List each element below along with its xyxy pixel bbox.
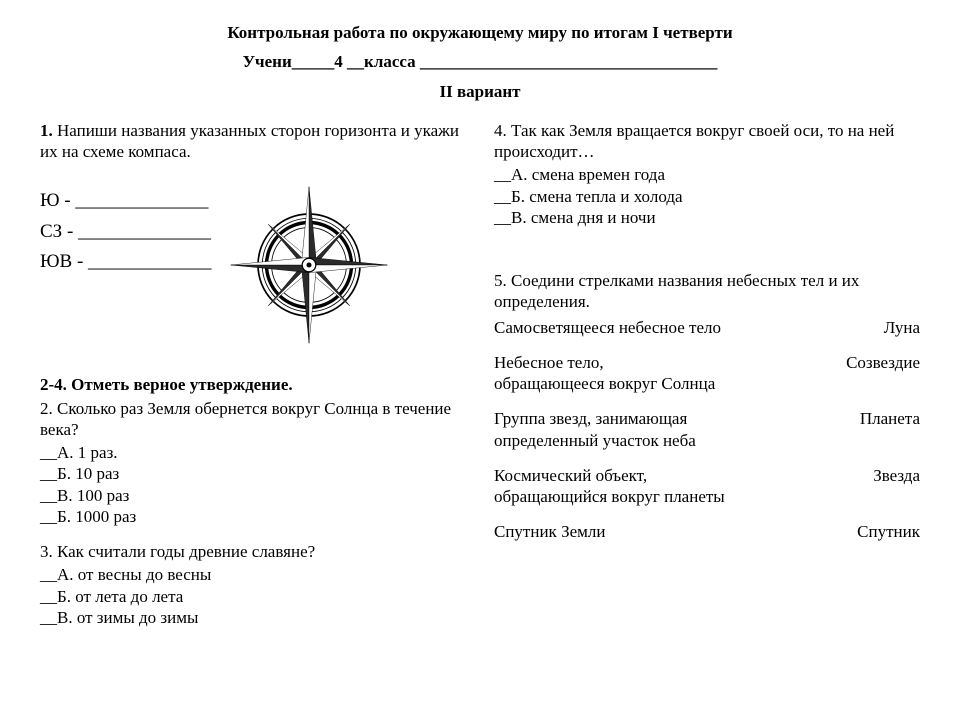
q2-opt-b: __Б. 10 раз bbox=[40, 463, 466, 484]
q5-row-5: Спутник Земли Спутник bbox=[494, 521, 920, 542]
variant: II вариант bbox=[40, 81, 920, 102]
q4-opt-b: __Б. смена тепла и холода bbox=[494, 186, 920, 207]
q4-options: __А. смена времен года __Б. смена тепла … bbox=[494, 164, 920, 228]
q1-line-c: ЮВ - _____________ bbox=[40, 247, 212, 277]
q5-left-5: Спутник Земли bbox=[494, 521, 605, 542]
q5-right-5: Спутник bbox=[845, 521, 920, 542]
q5-row-1: Самосветящееся небесное тело Луна bbox=[494, 317, 920, 338]
q1-line-a: Ю - ______________ bbox=[40, 186, 212, 216]
left-column: 1. Напиши названия указанных сторон гори… bbox=[40, 120, 466, 642]
q2-4-heading-block: 2-4. Отметь верное утверждение. 2. Сколь… bbox=[40, 374, 466, 527]
q4-opt-a: __А. смена времен года bbox=[494, 164, 920, 185]
title: Контрольная работа по окружающему миру п… bbox=[40, 22, 920, 43]
q1-block: 1. Напиши названия указанных сторон гори… bbox=[40, 120, 466, 163]
q1-line-b: СЗ - ______________ bbox=[40, 217, 212, 247]
q3-opt-c: __В. от зимы до зимы bbox=[40, 607, 466, 628]
q4-block: 4. Так как Земля вращается вокруг своей … bbox=[494, 120, 920, 228]
q5-left-4: Космический объект, обращающийся вокруг … bbox=[494, 465, 725, 508]
right-column: 4. Так как Земля вращается вокруг своей … bbox=[494, 120, 920, 642]
q5-right-1: Луна bbox=[872, 317, 920, 338]
columns: 1. Напиши названия указанных сторон гори… bbox=[40, 120, 920, 642]
q5-right-4: Звезда bbox=[861, 465, 920, 486]
q2-options: __А. 1 раз. __Б. 10 раз __В. 100 раз __Б… bbox=[40, 442, 466, 527]
q5-row-2: Небесное тело, обращающееся вокруг Солнц… bbox=[494, 352, 920, 395]
q2-opt-a: __А. 1 раз. bbox=[40, 442, 466, 463]
q4-text: 4. Так как Земля вращается вокруг своей … bbox=[494, 120, 920, 163]
q5-row-3: Группа звезд, занимающая определенный уч… bbox=[494, 408, 920, 451]
q5-table: Самосветящееся небесное тело Луна Небесн… bbox=[494, 317, 920, 543]
q5-left-3: Группа звезд, занимающая определенный уч… bbox=[494, 408, 696, 451]
q2-4-heading: 2-4. Отметь верное утверждение. bbox=[40, 374, 466, 395]
q1-text: 1. Напиши названия указанных сторон гори… bbox=[40, 120, 466, 163]
q5-block: 5. Соедини стрелками названия небесных т… bbox=[494, 270, 920, 543]
q5-left-2: Небесное тело, обращающееся вокруг Солнц… bbox=[494, 352, 715, 395]
q5-right-2: Созвездие bbox=[834, 352, 920, 373]
q1-row: Ю - ______________ СЗ - ______________ Ю… bbox=[40, 180, 466, 350]
compass-icon bbox=[224, 180, 394, 350]
q2-opt-c: __В. 100 раз bbox=[40, 485, 466, 506]
q3-opt-a: __А. от весны до весны bbox=[40, 564, 466, 585]
q5-text: 5. Соедини стрелками названия небесных т… bbox=[494, 270, 920, 313]
q5-left-1: Самосветящееся небесное тело bbox=[494, 317, 721, 338]
q3-block: 3. Как считали годы древние славяне? __А… bbox=[40, 541, 466, 628]
q1-prefix: 1. bbox=[40, 121, 53, 140]
q2-opt-d: __Б. 1000 раз bbox=[40, 506, 466, 527]
student-line: Учени_____4 __класса ___________________… bbox=[40, 51, 920, 72]
q3-opt-b: __Б. от лета до лета bbox=[40, 586, 466, 607]
worksheet-page: Контрольная работа по окружающему миру п… bbox=[0, 0, 960, 652]
q5-right-3: Планета bbox=[848, 408, 920, 429]
q2-text: 2. Сколько раз Земля обернется вокруг Со… bbox=[40, 398, 466, 441]
q3-text: 3. Как считали годы древние славяне? bbox=[40, 541, 466, 562]
q5-row-4: Космический объект, обращающийся вокруг … bbox=[494, 465, 920, 508]
q1-fill-lines: Ю - ______________ СЗ - ______________ Ю… bbox=[40, 180, 212, 277]
header: Контрольная работа по окружающему миру п… bbox=[40, 22, 920, 102]
q4-opt-c: __В. смена дня и ночи bbox=[494, 207, 920, 228]
q3-options: __А. от весны до весны __Б. от лета до л… bbox=[40, 564, 466, 628]
q1-prompt: Напиши названия указанных сторон горизон… bbox=[40, 121, 459, 161]
